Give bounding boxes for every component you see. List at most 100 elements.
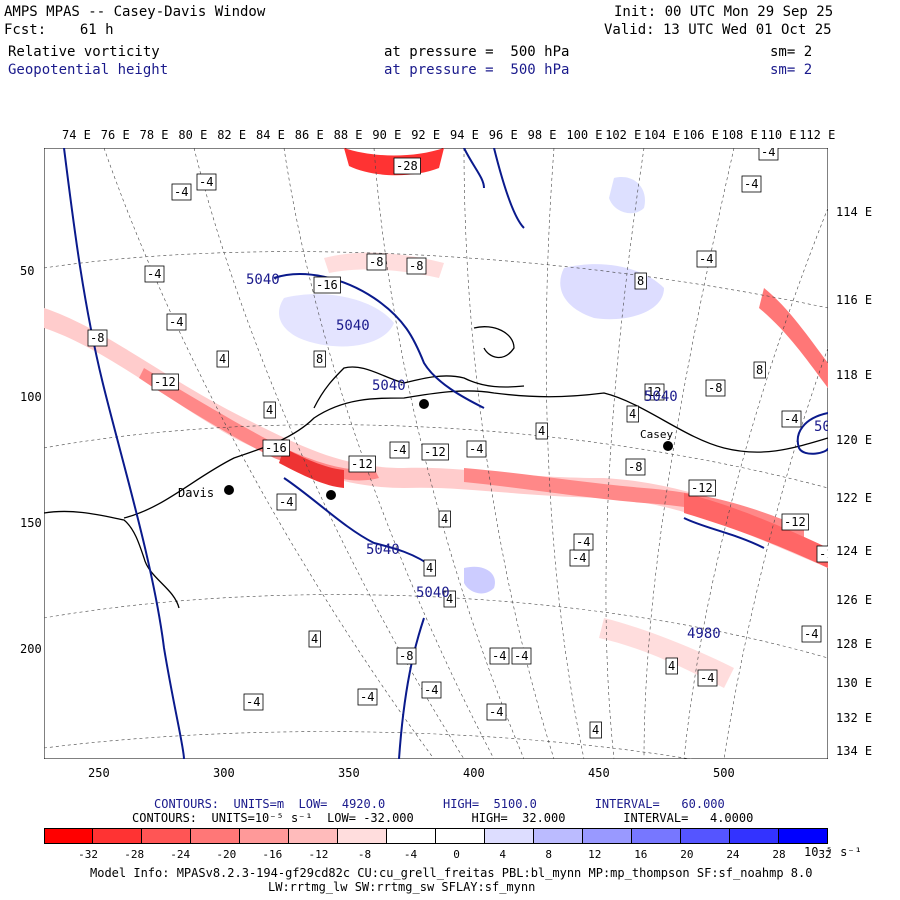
vorticity-contour-info: CONTOURS: UNITS=10⁻⁵ s⁻¹ LOW= -32.000 HI… <box>132 811 754 825</box>
colorbar-swatch <box>632 828 681 844</box>
right-lon-label: 130 E <box>836 676 873 690</box>
top-lon-label: 110 E <box>760 128 797 142</box>
vorticity-contour-label: -8 <box>87 329 108 347</box>
vorticity-contour-label: 4 <box>589 721 602 739</box>
colorbar-tick-label: -20 <box>216 848 237 861</box>
svg-text:-12: -12 <box>424 445 446 459</box>
svg-text:-16: -16 <box>265 441 287 455</box>
vorticity-contour-label: 4 <box>443 590 456 608</box>
forecast-hour: Fcst: 61 h <box>4 22 114 38</box>
top-lon-label: 82 E <box>217 128 247 142</box>
vorticity-contour-label: -4 <box>243 693 264 711</box>
vorticity-contour-label: -4 <box>697 669 718 687</box>
field1-smoothing: sm= 2 <box>770 44 813 60</box>
colorbar-tick-label: 24 <box>726 848 740 861</box>
colorbar-swatch <box>191 828 240 844</box>
vorticity-contour-label: -4 <box>511 647 532 665</box>
svg-text:4: 4 <box>629 407 636 421</box>
bottom-axis-label: 300 <box>213 766 235 780</box>
colorbar-swatch <box>534 828 583 844</box>
vorticity-contour-label: -4 <box>489 647 510 665</box>
vorticity-contour-label: 4 <box>423 559 436 577</box>
vorticity-contour-label: 8 <box>753 361 766 379</box>
casey-station-marker <box>326 490 336 500</box>
svg-text:4: 4 <box>446 592 453 606</box>
svg-text:-4: -4 <box>492 649 506 663</box>
model-info-line1: Model Info: MPASv8.2.3-194-gf29cd82c CU:… <box>90 866 813 880</box>
svg-text:8: 8 <box>756 363 763 377</box>
right-lon-label: 126 E <box>836 593 873 607</box>
vorticity-contour-label: -16 <box>262 439 290 457</box>
top-lon-label: 84 E <box>256 128 285 142</box>
vorticity-contour-label: -16 <box>313 276 341 294</box>
left-axis-label: 50 <box>20 264 35 278</box>
right-lon-label: 120 E <box>836 433 873 447</box>
right-lon-label: 122 E <box>836 491 873 505</box>
map-label-layer: -4 -4 -8 -4 -12 -8 -16 -16 -12 4 8 12 4 -4 -8 -4 -4 4 -12 -… <box>87 148 828 739</box>
vorticity-contour-label: -4 <box>696 250 717 268</box>
left-axis-label: 150 <box>20 516 42 530</box>
left-axis-label: 100 <box>20 390 42 404</box>
davis-station-marker <box>224 485 234 495</box>
right-lon-label: 134 E <box>836 744 873 758</box>
colorbar-swatch <box>485 828 534 844</box>
top-lon-label: 94 E <box>450 128 479 142</box>
casey-station-label: Casey <box>640 428 673 441</box>
svg-text:-16: -16 <box>819 547 828 561</box>
height-contour-label: 5040 <box>416 585 450 601</box>
station-marker <box>663 441 673 451</box>
height-contour-label: 5040 <box>644 389 678 405</box>
svg-text:-4: -4 <box>576 535 590 549</box>
colorbar-tick-label: 8 <box>545 848 552 861</box>
colorbar-swatch <box>583 828 632 844</box>
svg-text:-8: -8 <box>399 649 413 663</box>
svg-text:4: 4 <box>266 403 273 417</box>
vorticity-contour-label: -12 <box>348 455 376 473</box>
vorticity-contour-label: -8 <box>396 647 417 665</box>
colorbar-swatch <box>93 828 142 844</box>
colorbar-swatch <box>142 828 191 844</box>
right-lon-label: 128 E <box>836 637 873 651</box>
davis-station-label: Davis <box>178 486 215 500</box>
vorticity-contour-label: -8 <box>625 458 646 476</box>
svg-text:-16: -16 <box>316 278 338 292</box>
vorticity-contour-label: -4 <box>144 265 165 283</box>
vorticity-contour-label: -4 <box>486 703 507 721</box>
colorbar-swatch <box>44 828 93 844</box>
svg-text:-4: -4 <box>761 148 775 159</box>
svg-text:-4: -4 <box>199 175 213 189</box>
init-time: Init: 00 UTC Mon 29 Sep 25 <box>614 4 834 20</box>
station-markers <box>224 399 673 500</box>
geopotential-contours <box>63 148 828 759</box>
colorbar-tick-label: 12 <box>588 848 602 861</box>
height-contour-info: CONTOURS: UNITS=m LOW= 4920.0 HIGH= 5100… <box>154 797 725 811</box>
colorbar-tick-label: -28 <box>124 848 145 861</box>
top-lon-label: 86 E <box>294 128 324 142</box>
svg-text:8: 8 <box>637 274 644 288</box>
station-marker <box>419 399 429 409</box>
height-contour-label: 5040 <box>366 542 400 558</box>
vorticity-contour-label: 4 <box>263 401 276 419</box>
top-lon-label: 106 E <box>682 128 719 142</box>
colorbar-tick-label: -8 <box>357 848 372 861</box>
svg-text:-12: -12 <box>351 457 373 471</box>
colorbar-tick-label: 20 <box>680 848 694 861</box>
height-contour-label: 5040 <box>372 378 406 394</box>
top-lon-label: 96 E <box>488 128 518 142</box>
colorbar-tick-label: -32 <box>78 848 99 861</box>
top-lon-label: 112 E <box>799 128 836 142</box>
vorticity-contour-label: -4 <box>569 549 590 567</box>
colorbar-tick-label: -16 <box>262 848 283 861</box>
vorticity-contour-label: -12 <box>151 373 179 391</box>
top-lon-label: 78 E <box>139 128 169 142</box>
vorticity-contour-label: 4 <box>535 422 548 440</box>
right-lon-label: 114 E <box>836 205 873 219</box>
colorbar-swatch <box>240 828 289 844</box>
svg-text:-4: -4 <box>514 649 528 663</box>
plot-title: AMPS MPAS -- Casey-Davis Window <box>4 4 266 20</box>
svg-text:-4: -4 <box>469 442 483 456</box>
svg-text:4: 4 <box>538 424 545 438</box>
svg-text:-8: -8 <box>708 381 722 395</box>
svg-text:-4: -4 <box>744 177 758 191</box>
svg-text:4: 4 <box>441 512 448 526</box>
